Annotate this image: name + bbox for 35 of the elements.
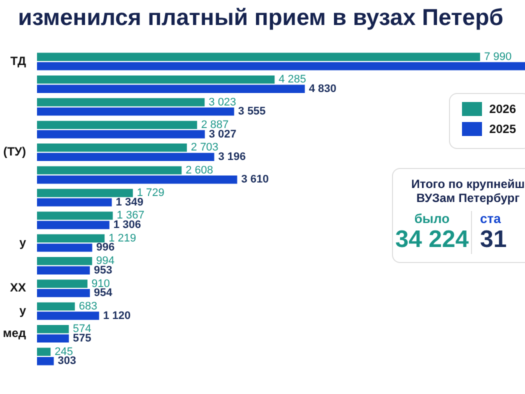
annotation: ста bbox=[480, 211, 502, 226]
data-label: 683 bbox=[78, 300, 98, 312]
legend-label: 2026 bbox=[489, 102, 516, 116]
annotation: 31 bbox=[480, 226, 507, 254]
legend-label: 2025 bbox=[489, 122, 516, 136]
y-tick-label: (ТУ) bbox=[3, 144, 26, 159]
data-label: 1 120 bbox=[103, 310, 131, 322]
chart-title: изменился платный прием в вузах Петерб bbox=[18, 4, 504, 31]
data-label: 1 306 bbox=[113, 219, 141, 232]
data-label: 3 196 bbox=[218, 150, 246, 163]
data-label: 953 bbox=[94, 264, 112, 276]
data-label: 2 703 bbox=[190, 142, 218, 154]
data-label: 3 027 bbox=[208, 128, 236, 140]
annotation: 34 224 bbox=[394, 226, 470, 254]
y-tick-label: у bbox=[19, 235, 26, 250]
data-label: 7 990 bbox=[484, 50, 512, 63]
data-label: 2 887 bbox=[201, 118, 229, 131]
annotation: ВУЗам Петербург bbox=[415, 191, 521, 205]
data-label: 575 bbox=[72, 332, 92, 344]
y-tick-label: у bbox=[19, 303, 26, 318]
data-label: 4 285 bbox=[278, 74, 306, 86]
y-tick-label: ТД bbox=[10, 54, 26, 68]
data-label: 996 bbox=[96, 242, 115, 254]
annotation: было bbox=[413, 211, 451, 226]
annotation: Итого по крупнейш bbox=[410, 177, 525, 191]
data-label: 2 608 bbox=[186, 164, 214, 176]
data-label: 4 830 bbox=[308, 82, 336, 95]
data-label: 3 023 bbox=[208, 96, 236, 108]
data-label: 1 349 bbox=[116, 196, 144, 208]
data-label: 3 555 bbox=[238, 106, 266, 118]
data-label: 3 610 bbox=[241, 174, 269, 186]
y-tick-label: ХХ bbox=[10, 280, 26, 295]
data-label: 303 bbox=[58, 355, 76, 368]
y-tick-label: мед bbox=[2, 326, 26, 340]
data-label: 954 bbox=[94, 287, 114, 300]
